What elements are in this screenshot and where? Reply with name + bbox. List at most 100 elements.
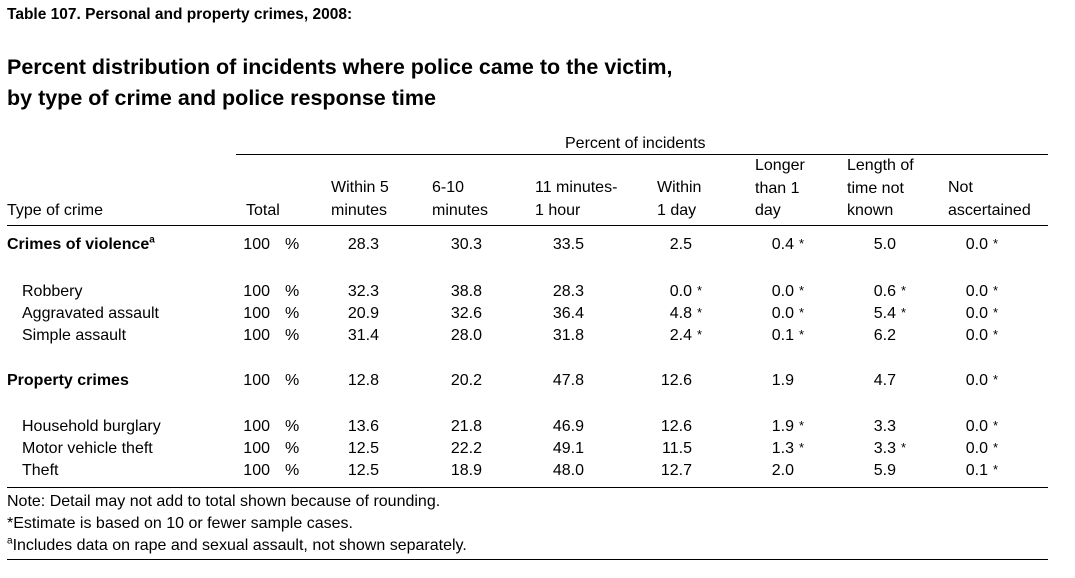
cell-day-flag: * [697,327,703,342]
cell-unknown-flag: * [901,440,907,455]
cell-day: 12.6 [660,418,692,435]
cell-total: 100 [243,305,270,322]
cell-unknown: 0.6 [873,283,896,300]
cell-notasc-flag: * [993,327,999,342]
cell-six_ten: 28.0 [450,327,482,344]
cell-within5: 20.9 [347,305,379,322]
cell-total: 100 [243,418,270,435]
cell-longer: 0.4 [771,236,794,253]
cell-notasc-flag: * [993,440,999,455]
cell-eleven: 49.1 [552,440,584,457]
cell-day: 12.6 [660,372,692,389]
cell-unknown: 6.2 [873,327,896,344]
cell-percent-sign: % [285,462,300,479]
cell-percent-sign: % [285,305,300,322]
cell-day: 2.5 [669,236,692,253]
row-label: Property crimes [7,372,129,389]
bottom-rule [7,487,1048,488]
cell-percent-sign: % [285,372,300,389]
cell-six_ten: 21.8 [450,418,482,435]
header-6-10: 6-10 minutes [432,179,489,219]
cell-longer: 0.1 [771,327,794,344]
note-asterisk: *Estimate is based on 10 or fewer sample… [7,515,353,532]
cell-six_ten: 32.6 [450,305,482,322]
cell-eleven: 31.8 [552,327,584,344]
note-footnote-a: aIncludes data on rape and sexual assaul… [7,536,467,556]
cell-notasc: 0.0 [965,418,988,435]
header-rule [7,225,1048,226]
table-label: Table 107. Personal and property crimes,… [7,6,353,23]
cell-notasc: 0.0 [965,327,988,344]
header-total: Total [246,202,280,219]
cell-six_ten: 18.9 [450,462,482,479]
cell-longer: 1.9 [771,372,794,389]
cell-day-flag: * [697,305,703,320]
cell-unknown-flag: * [901,283,907,298]
spanner-rule [236,154,1048,155]
cell-total: 100 [243,462,270,479]
cell-percent-sign: % [285,418,300,435]
cell-unknown-flag: * [901,305,907,320]
cell-longer: 2.0 [771,462,794,479]
note-footnote-marker: a [7,535,13,547]
cell-longer-flag: * [799,327,805,342]
row-label: Robbery [22,283,83,300]
row-label: Aggravated assault [22,305,159,322]
title-line-1: Percent distribution of incidents where … [7,55,673,79]
cell-longer-flag: * [799,236,805,251]
cell-notasc: 0.0 [965,440,988,457]
header-length-not-known: Length of time not known [847,157,914,219]
cell-day-flag: * [697,283,703,298]
cell-notasc: 0.0 [965,283,988,300]
cell-notasc: 0.1 [965,462,988,479]
cell-within5: 12.8 [347,372,379,389]
cell-within5: 31.4 [347,327,379,344]
cell-unknown: 5.0 [873,236,896,253]
cell-day: 4.8 [669,305,692,322]
cell-longer-flag: * [799,283,805,298]
cell-unknown: 3.3 [873,440,896,457]
row-label: Motor vehicle theft [22,440,153,457]
note-footnote-text: Includes data on rape and sexual assault… [12,537,467,554]
cell-longer: 0.0 [771,305,794,322]
cell-total: 100 [243,440,270,457]
note-rounding: Note: Detail may not add to total shown … [7,493,441,510]
cell-eleven: 46.9 [552,418,584,435]
cell-longer-flag: * [799,305,805,320]
cell-total: 100 [243,236,270,253]
cell-within5: 12.5 [347,462,379,479]
cell-day: 2.4 [669,327,692,344]
cell-notasc-flag: * [993,418,999,433]
cell-percent-sign: % [285,440,300,457]
cell-six_ten: 30.3 [450,236,482,253]
cell-notasc: 0.0 [965,372,988,389]
cell-eleven: 36.4 [552,305,584,322]
title-line-2: by type of crime and police response tim… [7,86,436,110]
cell-within5: 28.3 [347,236,379,253]
table-title: Percent distribution of incidents where … [7,52,672,114]
footnote-marker: a [149,234,155,246]
cell-notasc-flag: * [993,462,999,477]
cell-unknown: 5.9 [873,462,896,479]
header-stub: Type of crime [7,202,104,219]
cell-day: 11.5 [662,440,692,457]
cell-eleven: 28.3 [552,283,584,300]
cell-notasc-flag: * [993,305,999,320]
header-within-1-day: Within 1 day [657,179,702,219]
cell-longer: 1.3 [771,440,794,457]
cell-day: 12.7 [660,462,692,479]
header-not-ascertained: Not ascertained [948,179,1031,219]
cell-six_ten: 20.2 [450,372,482,389]
cell-notasc: 0.0 [965,305,988,322]
cell-longer-flag: * [799,418,805,433]
cell-total: 100 [243,283,270,300]
header-11min-1hour: 11 minutes- 1 hour [535,179,618,219]
cell-longer-flag: * [799,440,805,455]
cell-unknown: 5.4 [873,305,896,322]
cell-six_ten: 22.2 [450,440,482,457]
header-within5: Within 5 minutes [331,179,389,219]
row-label: Simple assault [22,327,127,344]
cell-notasc-flag: * [993,372,999,387]
cell-within5: 12.5 [347,440,379,457]
spanner-label: Percent of incidents [565,135,706,152]
